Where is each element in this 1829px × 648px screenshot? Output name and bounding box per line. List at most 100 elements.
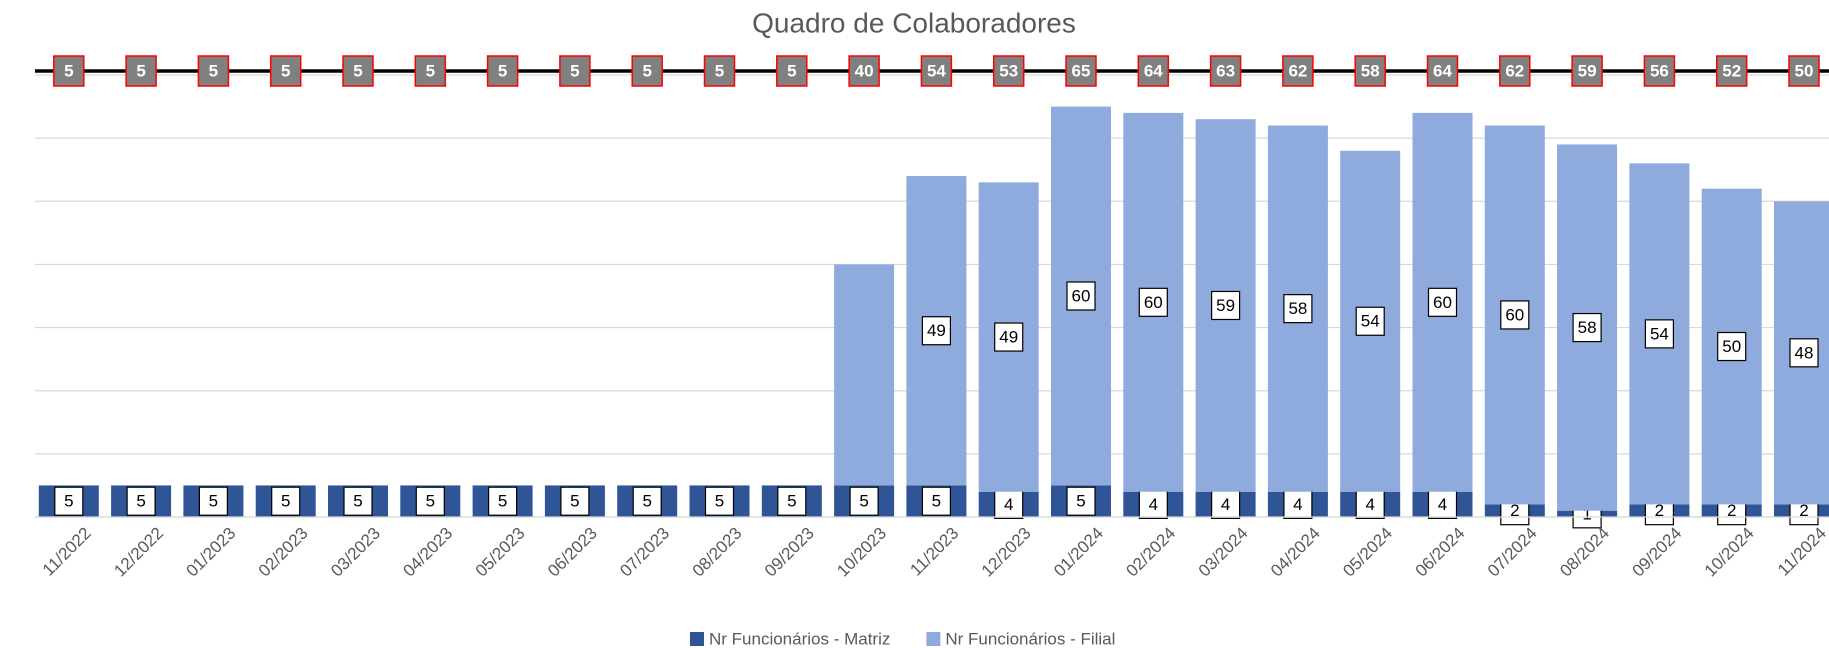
data-label: 2 <box>1655 501 1664 520</box>
total-label-box <box>486 55 519 87</box>
data-label-box <box>1500 300 1530 330</box>
data-label-box <box>1066 281 1096 311</box>
total-label-box <box>1137 55 1170 87</box>
data-label-box <box>126 486 156 516</box>
data-label-box <box>1427 287 1458 317</box>
total-label-box <box>125 55 157 87</box>
data-label: 5 <box>426 492 435 511</box>
data-label: 5 <box>1076 492 1085 511</box>
total-label: 5 <box>209 61 218 80</box>
data-label: 5 <box>281 492 290 511</box>
total-label: 5 <box>353 61 362 80</box>
data-label: 5 <box>64 492 73 511</box>
x-tick-label: 04/2023 <box>399 524 456 581</box>
x-tick-label: 02/2023 <box>255 524 312 581</box>
total-label-box <box>1354 55 1386 87</box>
data-label-box <box>849 486 879 516</box>
data-label-box <box>777 486 807 516</box>
data-label: 2 <box>1799 501 1808 520</box>
total-label: 62 <box>1505 61 1524 80</box>
total-label: 53 <box>999 61 1018 80</box>
data-label: 58 <box>1288 299 1307 318</box>
data-label: 5 <box>932 492 941 511</box>
legend-label: Nr Funcionários - Filial <box>945 629 1115 648</box>
total-label-box <box>1643 55 1676 87</box>
data-label: 5 <box>353 492 362 511</box>
data-label: 4 <box>1149 495 1158 514</box>
total-label: 5 <box>64 61 73 80</box>
legend-swatch <box>690 632 704 646</box>
x-tick-label: 08/2024 <box>1556 524 1613 581</box>
bar <box>834 264 895 486</box>
legend-swatch <box>926 632 941 646</box>
total-label: 50 <box>1795 61 1814 80</box>
data-label-box <box>1355 306 1385 336</box>
data-label-box <box>1210 290 1241 321</box>
data-label-box <box>1210 489 1241 519</box>
total-label-box <box>848 55 880 87</box>
total-label-box <box>1209 55 1242 87</box>
total-label: 63 <box>1216 61 1235 80</box>
data-label: 1 <box>1582 504 1591 523</box>
x-tick-label: 06/2024 <box>1412 524 1469 581</box>
legend-label: Nr Funcionários - Matriz <box>709 629 890 648</box>
data-label-box <box>1355 489 1385 519</box>
data-label: 5 <box>498 492 507 511</box>
total-label: 5 <box>281 61 290 80</box>
data-label-box <box>1138 287 1168 317</box>
data-label-box <box>1717 331 1747 362</box>
data-label-box <box>1789 338 1819 368</box>
data-label-box <box>343 486 373 516</box>
data-label-box <box>921 316 952 346</box>
total-label-box <box>269 55 302 87</box>
data-label-box <box>271 486 301 516</box>
data-label-box <box>1138 489 1168 519</box>
data-label-box <box>1427 489 1458 519</box>
x-tick-label: 07/2024 <box>1484 524 1541 581</box>
total-label: 58 <box>1361 61 1380 80</box>
x-tick-label: 05/2023 <box>472 524 529 581</box>
total-label: 5 <box>787 61 796 80</box>
x-tick-label: 07/2023 <box>616 524 673 581</box>
total-label-box <box>414 55 447 87</box>
data-label: 4 <box>1004 495 1013 514</box>
total-label-box <box>1571 55 1603 87</box>
data-label-box <box>994 322 1024 352</box>
data-label: 60 <box>1144 293 1163 312</box>
x-tick-label: 12/2023 <box>978 524 1035 581</box>
data-label: 60 <box>1505 305 1524 324</box>
data-label: 50 <box>1722 337 1741 356</box>
total-label-box <box>1426 55 1459 87</box>
total-label: 64 <box>1433 61 1452 80</box>
data-label: 5 <box>209 492 218 511</box>
x-tick-label: 11/2023 <box>906 524 962 580</box>
x-tick-label: 03/2023 <box>327 524 384 581</box>
data-label-box <box>632 486 662 516</box>
data-label: 2 <box>1727 501 1736 520</box>
total-label-box <box>1788 55 1820 87</box>
total-label-box <box>197 55 230 87</box>
data-label: 5 <box>859 492 868 511</box>
data-label-box <box>54 486 84 516</box>
total-label: 5 <box>498 61 507 80</box>
data-label: 4 <box>1365 495 1374 514</box>
x-tick-label: 01/2024 <box>1050 524 1107 581</box>
data-label: 49 <box>927 321 946 340</box>
total-label: 5 <box>426 61 435 80</box>
x-tick-label: 02/2024 <box>1122 524 1179 581</box>
data-label: 4 <box>1293 495 1302 514</box>
x-tick-label: 08/2023 <box>689 524 746 581</box>
x-tick-label: 10/2024 <box>1701 524 1758 581</box>
total-label-box <box>1282 55 1314 87</box>
x-tick-label: 11/2022 <box>39 524 95 580</box>
x-tick-label: 11/2024 <box>1774 524 1829 580</box>
total-label: 5 <box>642 61 651 80</box>
x-tick-label: 04/2024 <box>1267 524 1324 581</box>
total-label: 5 <box>570 61 579 80</box>
total-label-box <box>53 55 85 87</box>
data-label: 5 <box>715 492 724 511</box>
total-label-box <box>992 55 1025 87</box>
data-label-box <box>1644 319 1675 349</box>
total-label-box <box>342 55 374 87</box>
x-tick-label: 09/2023 <box>761 524 818 581</box>
